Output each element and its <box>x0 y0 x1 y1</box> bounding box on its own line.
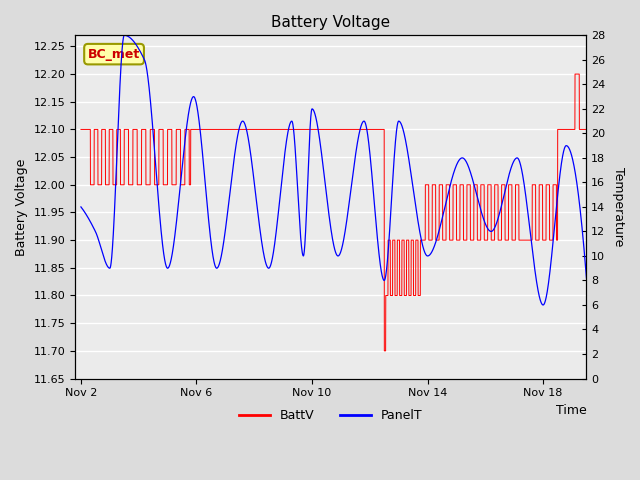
Text: BC_met: BC_met <box>88 48 140 60</box>
Title: Battery Voltage: Battery Voltage <box>271 15 390 30</box>
X-axis label: Time: Time <box>556 404 586 417</box>
Y-axis label: Battery Voltage: Battery Voltage <box>15 158 28 256</box>
Legend: BattV, PanelT: BattV, PanelT <box>234 404 428 427</box>
Y-axis label: Temperature: Temperature <box>612 167 625 247</box>
